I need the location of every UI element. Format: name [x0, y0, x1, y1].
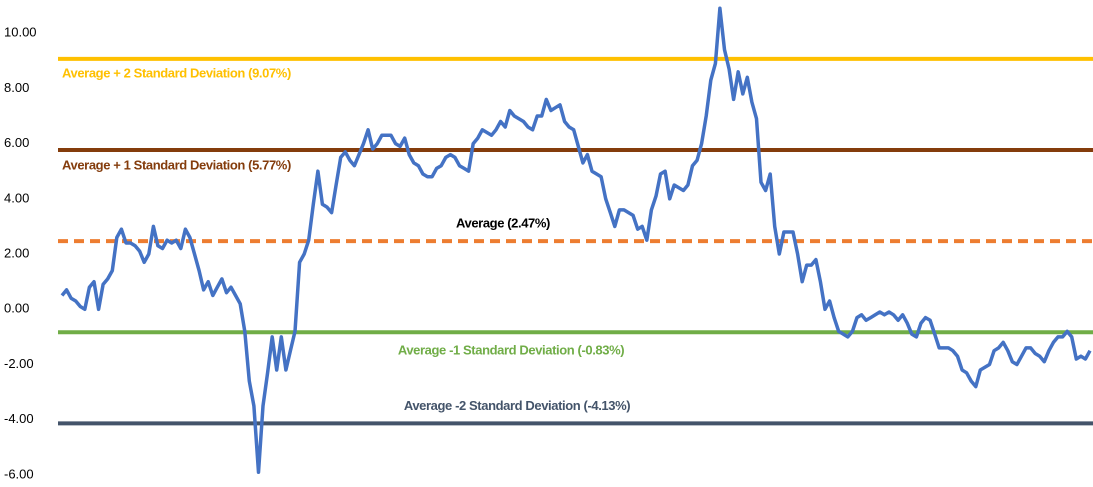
reference-label: Average (2.47%): [456, 216, 550, 231]
y-tick-label: -6.00: [4, 466, 34, 481]
y-tick-label: -2.00: [4, 356, 34, 371]
reference-label: Average -1 Standard Deviation (-0.83%): [398, 343, 624, 358]
reference-label: Average + 2 Standard Deviation (9.07%): [62, 65, 291, 80]
y-tick-label: 10.00: [4, 25, 37, 40]
reference-label: Average -2 Standard Deviation (-4.13%): [404, 398, 630, 413]
y-tick-label: 2.00: [4, 245, 29, 260]
y-tick-label: 8.00: [4, 80, 29, 95]
y-tick-label: 6.00: [4, 135, 29, 150]
y-tick-label: -4.00: [4, 411, 34, 426]
line-series: [60, 6, 1092, 474]
reference-label: Average + 1 Standard Deviation (5.77%): [62, 157, 291, 172]
y-tick-label: 4.00: [4, 190, 29, 205]
y-tick-label: 0.00: [4, 301, 29, 316]
